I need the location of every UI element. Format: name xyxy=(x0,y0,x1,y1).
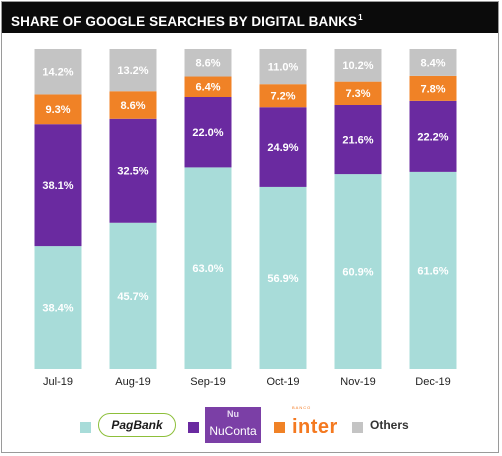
legend-swatch-nuconta xyxy=(188,422,199,433)
legend-label-pagbank: PagBank xyxy=(111,418,163,432)
nuconta-logo-mark: Nu xyxy=(227,409,239,419)
legend-label-others: Others xyxy=(370,418,409,432)
bar-segment-others xyxy=(184,49,232,77)
x-tick-label: Oct-19 xyxy=(266,376,299,388)
data-label-inter: 7.3% xyxy=(345,88,370,100)
data-label-others: 13.2% xyxy=(117,65,148,77)
data-label-pagbank: 38.4% xyxy=(42,302,73,314)
data-label-nuconta: 32.5% xyxy=(117,166,148,178)
data-label-pagbank: 56.9% xyxy=(267,273,298,285)
data-label-inter: 8.6% xyxy=(120,100,145,112)
chart-title: SHARE OF GOOGLE SEARCHES BY DIGITAL BANK… xyxy=(11,14,358,29)
data-label-inter: 7.8% xyxy=(420,83,445,95)
bar-segment-nuconta xyxy=(409,100,457,172)
x-tick-label: Nov-19 xyxy=(340,376,375,388)
data-label-others: 8.6% xyxy=(195,58,220,70)
bar-segment-pagbank xyxy=(409,171,457,369)
x-tick-label: Sep-19 xyxy=(190,376,225,388)
data-label-nuconta: 38.1% xyxy=(42,180,73,192)
bar-segment-others xyxy=(109,49,157,92)
data-label-nuconta: 24.9% xyxy=(267,142,298,154)
legend-swatch-others xyxy=(352,422,363,433)
data-label-pagbank: 61.6% xyxy=(417,265,448,277)
bar-segment-inter xyxy=(409,75,457,101)
bar-segment-inter xyxy=(334,81,382,105)
bar-segment-nuconta xyxy=(259,107,307,187)
chart-legend: PagBank Nu NuConta BANCO inter Others xyxy=(2,405,498,443)
data-label-inter: 9.3% xyxy=(45,104,70,116)
bar-segment-nuconta xyxy=(34,124,82,247)
bar-segment-nuconta xyxy=(184,97,232,168)
bar-segment-others xyxy=(334,49,382,82)
bar-segment-pagbank xyxy=(109,222,157,369)
data-label-pagbank: 63.0% xyxy=(192,263,223,275)
legend-swatch-inter xyxy=(274,422,285,433)
x-tick-label: Aug-19 xyxy=(115,376,150,388)
data-label-pagbank: 60.9% xyxy=(342,266,373,278)
bar-segment-pagbank xyxy=(184,167,232,369)
legend-label-inter: inter xyxy=(292,416,338,438)
bar-segment-others xyxy=(409,49,457,76)
data-label-others: 10.2% xyxy=(342,60,373,72)
bar-segment-others xyxy=(34,49,82,95)
legend-label-nuconta: NuConta xyxy=(209,424,257,438)
data-label-others: 14.2% xyxy=(42,67,73,79)
bar-segment-others xyxy=(259,49,307,85)
legend-item-inter: BANCO inter xyxy=(274,405,364,443)
bar-segment-pagbank xyxy=(34,246,82,369)
bar-segment-inter xyxy=(34,94,82,125)
pagbank-logo: PagBank xyxy=(98,413,176,437)
bar-segment-pagbank xyxy=(259,186,307,369)
inter-logo: BANCO inter xyxy=(292,405,358,438)
bar-segment-nuconta xyxy=(334,105,382,175)
data-label-others: 11.0% xyxy=(268,62,299,74)
data-label-inter: 6.4% xyxy=(195,82,220,94)
data-label-inter: 7.2% xyxy=(270,91,295,103)
stacked-bar-chart: 38.4% 38.1% 9.3% 14.2% Jul-19 45.7% 32.5% 8.6% 1… xyxy=(34,49,457,388)
bar-segment-inter xyxy=(184,76,232,97)
bar-segment-inter xyxy=(259,84,307,108)
x-tick-label: Jul-19 xyxy=(43,376,73,388)
legend-swatch-pagbank xyxy=(80,422,91,433)
inter-logo-small-text: BANCO xyxy=(292,405,312,410)
data-label-pagbank: 45.7% xyxy=(117,291,148,303)
title-footnote-marker: 1 xyxy=(358,13,363,22)
data-label-nuconta: 22.0% xyxy=(192,127,223,139)
nuconta-logo: Nu NuConta xyxy=(205,407,261,443)
bar-segment-pagbank xyxy=(334,174,382,369)
bar-segment-inter xyxy=(109,91,157,119)
legend-item-pagbank: PagBank xyxy=(80,407,200,443)
data-label-nuconta: 22.2% xyxy=(417,131,448,143)
data-label-others: 8.4% xyxy=(420,57,445,69)
bar-segment-nuconta xyxy=(109,118,157,223)
x-tick-label: Dec-19 xyxy=(415,376,450,388)
chart-title-bar: SHARE OF GOOGLE SEARCHES BY DIGITAL BANK… xyxy=(2,2,498,33)
legend-item-nuconta: Nu NuConta xyxy=(188,407,268,443)
legend-item-others: Others xyxy=(352,407,432,443)
data-label-nuconta: 21.6% xyxy=(342,134,373,146)
